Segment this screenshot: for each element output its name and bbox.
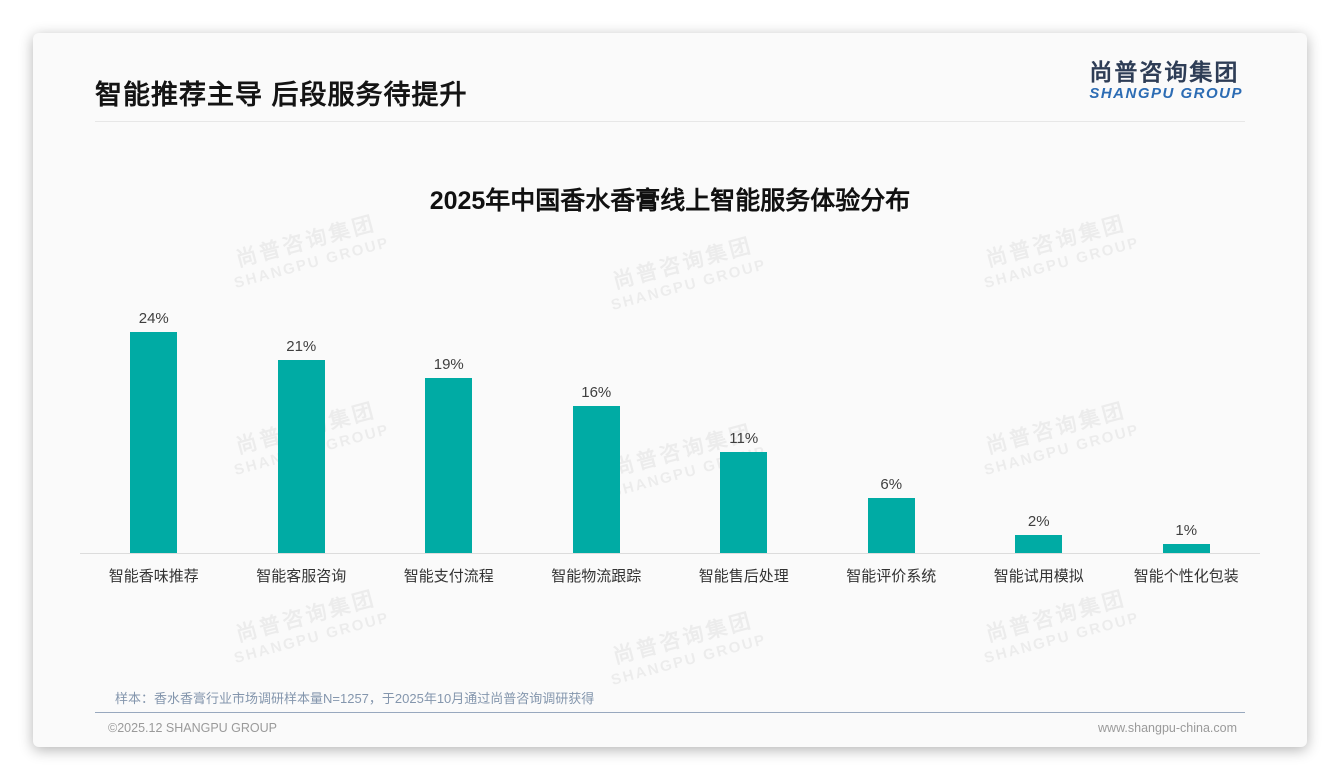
bar-chart: 24% 21% 19% 16% 11% 6% 2% 1% — [80, 273, 1260, 553]
bar-value-label: 21% — [286, 337, 317, 355]
page-title: 智能推荐主导 后段服务待提升 — [95, 80, 468, 110]
footer-copyright: ©2025.12 SHANGPU GROUP — [108, 721, 277, 735]
bar-value-label: 2% — [1027, 512, 1050, 530]
bar — [572, 405, 620, 553]
watermark-english-text: SHANGPU GROUP — [232, 609, 392, 667]
bar-value-label: 19% — [433, 356, 464, 374]
bar — [425, 378, 473, 553]
bar-value-label: 24% — [138, 310, 169, 328]
watermark-english-text: SHANGPU GROUP — [982, 609, 1142, 667]
category-label: 智能售后处理 — [698, 568, 789, 585]
x-axis-line — [80, 553, 1260, 554]
watermark-english-text: SHANGPU GROUP — [609, 631, 769, 689]
bar-value-label: 1% — [1175, 521, 1198, 539]
title-divider — [95, 121, 1245, 122]
bar — [277, 359, 325, 553]
chart-title: 2025年中国香水香膏线上智能服务体验分布 — [429, 187, 911, 215]
category-label: 智能评价系统 — [846, 568, 937, 585]
bar-column: 2% — [965, 273, 1113, 553]
category-label: 智能试用模拟 — [993, 568, 1084, 585]
bar — [130, 332, 178, 553]
company-logo: 尚普咨询集团 SHANGPU GROUP — [1089, 59, 1243, 102]
x-axis-labels: 智能香味推荐 智能客服咨询 智能支付流程 智能物流跟踪 智能售后处理 智能评价系统 智能试用… — [80, 565, 1260, 586]
bar-column: 24% — [80, 273, 228, 553]
footer-divider — [95, 712, 1245, 713]
bar — [720, 451, 768, 553]
bar-value-label: 16% — [581, 383, 612, 401]
bar-column: 21% — [228, 273, 376, 553]
bar-column: 19% — [375, 273, 523, 553]
logo-english-text: SHANGPU GROUP — [1089, 85, 1243, 103]
watermark-chinese-text: 尚普咨询集团 — [233, 586, 379, 647]
category-label: 智能客服咨询 — [256, 568, 347, 585]
category-label: 智能物流跟踪 — [551, 568, 642, 585]
slide-card: 尚普咨询集团 SHANGPU GROUP 尚普咨询集团 SHANGPU GROUP 尚普… — [33, 33, 1307, 747]
bar-column: 1% — [1113, 273, 1261, 553]
bar-value-label: 11% — [729, 429, 759, 447]
category-label: 智能个性化包装 — [1133, 568, 1239, 585]
bar-column: 11% — [670, 273, 818, 553]
category-label: 智能香味推荐 — [108, 568, 199, 585]
footer-website: www.shangpu-china.com — [1098, 721, 1237, 735]
logo-chinese-text: 尚普咨询集团 — [1089, 59, 1240, 85]
bar-value-label: 6% — [880, 475, 903, 493]
category-label: 智能支付流程 — [403, 568, 494, 585]
bar — [867, 497, 915, 553]
watermark-chinese-text: 尚普咨询集团 — [983, 586, 1129, 647]
bar — [1162, 543, 1210, 553]
watermark-chinese-text: 尚普咨询集团 — [610, 608, 756, 669]
bar — [1015, 534, 1063, 553]
sample-note: 样本：香水香膏行业市场调研样本量N=1257，于2025年10月通过尚普咨询调研… — [115, 691, 595, 706]
bar-column: 6% — [818, 273, 966, 553]
bar-column: 16% — [523, 273, 671, 553]
